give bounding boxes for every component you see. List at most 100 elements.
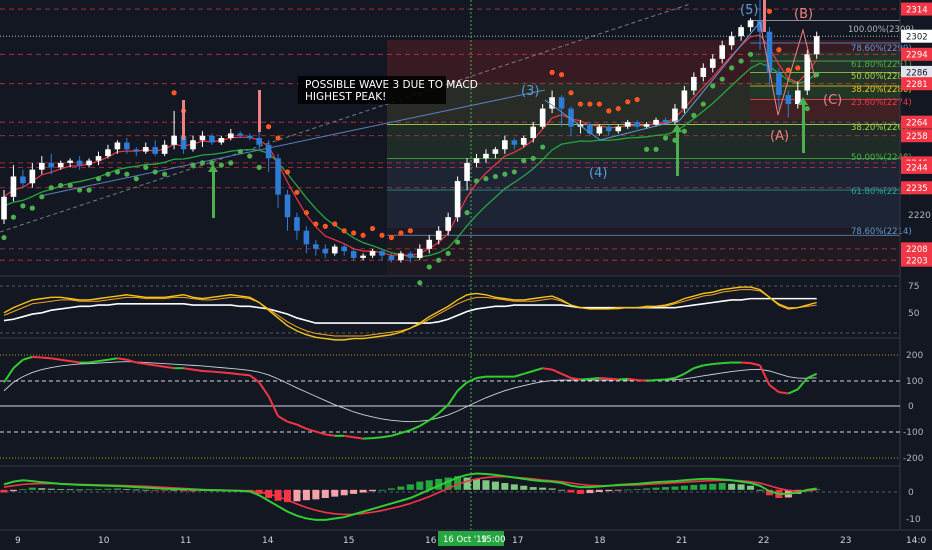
fib-lines (387, 19, 900, 236)
price-badge (901, 160, 932, 174)
macd-hist-bar (624, 489, 632, 491)
candle-body (530, 126, 536, 138)
macd-hist-bar (699, 484, 707, 490)
candle-body (681, 90, 688, 109)
price-pane[interactable]: POSSIBLE WAVE 3 DUE TO MACD HIGHEST PEAK… (0, 0, 914, 530)
osc2-main-segment (258, 381, 270, 397)
macd-hist-bar (274, 489, 282, 501)
price-badge-text: 2208 (906, 245, 928, 255)
price-axis[interactable]: 2220 23142302229422862281226422582246224… (901, 2, 932, 267)
osc2-main-segment (126, 358, 137, 364)
fib-label: 78.60%(2214) (851, 227, 912, 237)
osc2-main-segment (202, 370, 212, 373)
sar-dot (199, 160, 206, 166)
trend-line-blue[interactable] (39, 89, 546, 197)
time-tick: 11 (180, 536, 191, 546)
sar-dot (247, 153, 253, 159)
fib-label: 100.00%(2309) (848, 25, 914, 35)
candle-body (606, 126, 612, 132)
sar-dot (105, 171, 111, 177)
macd-hist-bar (397, 486, 405, 490)
osc2-main-segment (277, 415, 289, 423)
candle-body (757, 20, 763, 32)
macd-hist-bar (104, 488, 112, 490)
osc2-main-segment (599, 377, 609, 380)
oscillator-pane-1[interactable] (0, 285, 900, 341)
macd-hist-bar (123, 489, 131, 490)
candle-body (709, 58, 716, 68)
sar-dot (162, 171, 168, 177)
wave-label-3: (3) (521, 84, 539, 99)
time-axis[interactable]: 9 10 11 14 15 16 16 Oct '19 15:00 17 18 … (15, 531, 926, 546)
candle-body (643, 124, 650, 127)
osc2-tick: -100 (903, 428, 924, 438)
candle-body (350, 251, 357, 258)
candle-body (48, 162, 55, 168)
candle-body (199, 135, 206, 141)
candle-body (728, 36, 735, 46)
macd-hist-bar (132, 489, 140, 491)
horizontal-levels (0, 8, 900, 261)
price-badge (901, 253, 932, 267)
macd-hist-bar (680, 485, 688, 490)
candle-body (558, 97, 565, 109)
osc2-main-segment (267, 395, 279, 417)
osc2-main-segment (655, 378, 666, 382)
macd-hist-bar (454, 476, 462, 490)
candle-body (672, 108, 678, 123)
time-tick: 17 (512, 536, 523, 546)
macd-hist-bar (293, 489, 301, 502)
macd-hist-bar (180, 489, 188, 492)
candles (1, 0, 820, 263)
candle-body (303, 230, 310, 245)
osc2-main-segment (637, 379, 647, 382)
macd-hist-bar (0, 489, 8, 493)
candle-body (294, 217, 300, 231)
osc2-tick: 200 (906, 351, 923, 361)
sar-dot (615, 105, 621, 112)
time-tick: 10 (98, 536, 110, 546)
candle-body (10, 176, 17, 197)
sar-dot (1, 234, 7, 241)
macd-hist-bar (66, 489, 74, 491)
sar-dot (77, 187, 83, 193)
candle-body (67, 160, 73, 163)
sar-dot (209, 160, 215, 166)
macd-hist-bar (756, 489, 764, 491)
sar-dot (303, 210, 309, 216)
fib-upper-zone-red (750, 100, 900, 120)
annotation-box[interactable] (298, 76, 446, 104)
price-badge-text: 2286 (906, 69, 928, 79)
price-badge (901, 181, 932, 195)
sar-dot (445, 250, 451, 256)
price-badge-text: 2264 (906, 118, 928, 128)
macd-hist-bar (331, 489, 339, 497)
price-tick: 2220 (908, 211, 931, 221)
osc2-main-segment (3, 367, 15, 383)
candle-body (634, 122, 640, 127)
sar-dot (464, 210, 470, 216)
candle-body (502, 140, 508, 150)
sar-dot (388, 234, 395, 241)
trend-line-dashed[interactable] (0, 3, 691, 233)
macd-hist-bar (321, 489, 329, 498)
macd-hist-bar (359, 489, 367, 493)
macd-hist-bar (113, 488, 121, 490)
fib-label: 50.00%(2248) (851, 153, 912, 163)
macd-hist-bar (747, 485, 755, 490)
macd-hist-bar (161, 489, 169, 491)
oscillator-pane-2[interactable] (0, 354, 900, 459)
candle-body (284, 194, 291, 218)
macd-hist-bar (47, 488, 55, 490)
macd-pane[interactable] (0, 472, 900, 521)
candle-body (180, 135, 187, 150)
sar-dot (39, 194, 45, 200)
fib-label: 38.20%(2263) (851, 123, 912, 133)
price-badge-text: 2203 (906, 256, 928, 266)
price-badge (901, 77, 932, 91)
sar-dot (95, 176, 102, 182)
sar-dot (133, 176, 139, 182)
sar-dot (511, 169, 517, 175)
macd-tick: 0 (908, 488, 914, 498)
time-tick: 23 (840, 536, 851, 546)
